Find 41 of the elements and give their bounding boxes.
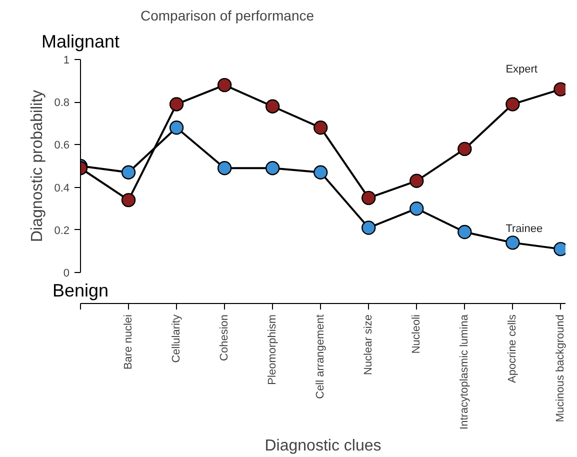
y-tick-label: 0.2 [54,224,70,237]
point [121,165,136,180]
point [410,174,424,188]
point [458,224,472,240]
point [362,190,376,206]
series-label: Expert [506,63,538,76]
x-tick-label: Cell arrangement [314,314,327,399]
y-tick-label: 0.8 [54,97,70,110]
y-tick-label: 1 [63,54,70,66]
point [169,97,184,112]
x-tick-label: Cohesion [218,314,231,361]
point [362,220,376,235]
text: Benign [52,280,109,300]
x-tick-label: Nuclear size [362,314,375,376]
x-tick-label: Apocrine cells [506,314,519,383]
x-tick-label: Bare nuclei [122,314,135,370]
point [506,236,520,250]
point [217,161,232,176]
x-tick-label: Intracytoplasmic lumina [458,314,471,430]
chart-title: Comparison of performance [140,8,314,24]
point [458,142,472,156]
x-tick-label: Pleomorphism [266,314,279,385]
point [506,97,520,112]
point [314,165,328,180]
x-axis-title: Diagnostic clues [264,437,382,454]
point [169,120,184,135]
x-tick-label: Nucleoli [410,314,423,354]
y-tick-label: 0.4 [54,182,70,194]
y-tick-label: 0.6 [54,140,70,152]
x-tick-label: Cellularity [170,314,183,363]
point [265,99,280,114]
point [410,202,424,216]
series-label: Trainee [506,223,543,236]
x-tick-label: Mucinous background [554,314,567,422]
point [265,161,280,176]
point [121,192,136,208]
y-axis-title: Diagnostic probability [29,90,46,242]
point [314,120,328,135]
text: Malignant [41,32,120,52]
point [217,78,232,92]
y-tick-label: 0 [63,268,70,280]
